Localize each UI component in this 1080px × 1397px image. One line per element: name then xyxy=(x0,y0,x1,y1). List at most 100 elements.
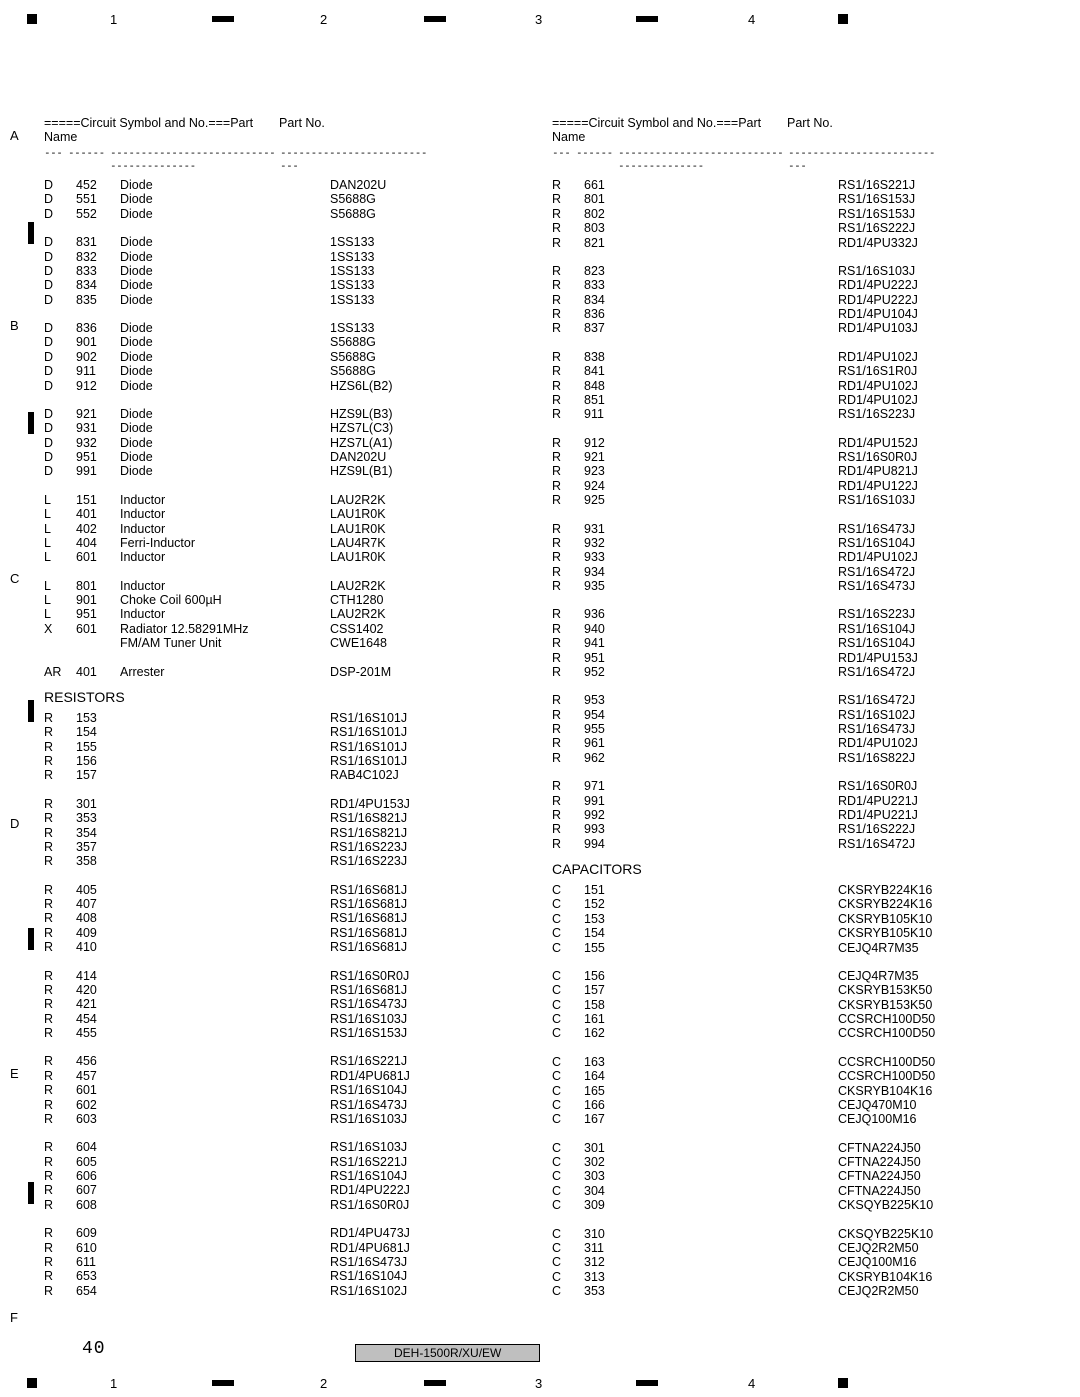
cell-number: 154 xyxy=(76,725,120,739)
cell-partno: CEJQ470M10 xyxy=(838,1098,978,1112)
cell-number: 452 xyxy=(76,178,120,192)
table-row: R603RS1/16S103J xyxy=(44,1112,470,1126)
spacer-row xyxy=(44,869,470,883)
table-row: C303CFTNA224J50 xyxy=(552,1169,978,1183)
cell-symbol: R xyxy=(552,651,584,665)
cell-partno: RS1/16S153J xyxy=(838,207,978,221)
cell-partname: Radiator 12.58291MHz xyxy=(120,622,330,636)
cell-number: 407 xyxy=(76,897,120,911)
cell-symbol: C xyxy=(552,926,584,940)
cell-partname: Inductor xyxy=(120,579,330,593)
table-row: C153CKSRYB105K10 xyxy=(552,912,978,926)
cell-partno: CKSRYB105K10 xyxy=(838,926,978,940)
cell-partname xyxy=(120,754,330,768)
cell-symbol: C xyxy=(552,897,584,911)
cell-symbol: R xyxy=(552,178,584,192)
cell-partname xyxy=(628,1169,838,1183)
cell-partname xyxy=(120,1284,330,1298)
cell-number: 901 xyxy=(76,335,120,349)
cell-symbol: D xyxy=(44,192,76,206)
cell-partno: RS1/16S472J xyxy=(838,837,978,851)
cell-symbol: R xyxy=(44,911,76,925)
cell-symbol: R xyxy=(44,926,76,940)
table-row: C158CKSRYB153K50 xyxy=(552,998,978,1012)
cell-symbol: R xyxy=(44,1098,76,1112)
cell-symbol: R xyxy=(44,897,76,911)
cell-number: 901 xyxy=(76,593,120,607)
cell-number: 401 xyxy=(76,507,120,521)
cell-number: 961 xyxy=(584,736,628,750)
cell-symbol: R xyxy=(552,579,584,593)
cell-number: 994 xyxy=(584,837,628,851)
cell-partno: LAU2R2K xyxy=(330,607,470,621)
row-bar-ef xyxy=(28,1182,34,1204)
table-row: C155CEJQ4R7M35 xyxy=(552,941,978,955)
cell-partname xyxy=(628,1055,838,1069)
cell-number: 154 xyxy=(584,926,628,940)
cell-symbol: C xyxy=(552,969,584,983)
cell-number: 402 xyxy=(76,522,120,536)
cell-number: 836 xyxy=(584,307,628,321)
cell-symbol: C xyxy=(552,1284,584,1298)
cell-partname xyxy=(628,607,838,621)
cell-number: 833 xyxy=(584,278,628,292)
cell-partno: RD1/4PU103J xyxy=(838,321,978,335)
cell-symbol: D xyxy=(44,178,76,192)
cell-partno: RS1/16S102J xyxy=(838,708,978,722)
cell-partno: RS1/16S104J xyxy=(330,1083,470,1097)
table-row: R455RS1/16S153J xyxy=(44,1026,470,1040)
cell-symbol: R xyxy=(552,192,584,206)
cell-partno: RS1/16S1R0J xyxy=(838,364,978,378)
cell-partname: Choke Coil 600µH xyxy=(120,593,330,607)
cell-symbol: R xyxy=(44,1155,76,1169)
cell-partno: RD1/4PU102J xyxy=(838,736,978,750)
table-row: D902DiodeS5688G xyxy=(44,350,470,364)
spacer-row xyxy=(552,593,978,607)
cell-partno: RD1/4PU102J xyxy=(838,379,978,393)
cell-symbol: R xyxy=(44,840,76,854)
table-row: C162CCSRCH100D50 xyxy=(552,1026,978,1040)
table-row: R833RD1/4PU222J xyxy=(552,278,978,292)
cell-number: 354 xyxy=(76,826,120,840)
cell-partname: Diode xyxy=(120,464,330,478)
cell-symbol: R xyxy=(552,479,584,493)
cell-number: 921 xyxy=(584,450,628,464)
cell-number: 834 xyxy=(584,293,628,307)
cell-partno: CKSRYB104K16 xyxy=(838,1084,978,1098)
cell-number: 604 xyxy=(76,1140,120,1154)
cell-symbol: R xyxy=(44,1169,76,1183)
cell-partname xyxy=(120,1155,330,1169)
cell-symbol: R xyxy=(44,1198,76,1212)
table-row: X601Radiator 12.58291MHzCSS1402 xyxy=(44,622,470,636)
cell-number: 303 xyxy=(584,1169,628,1183)
cell-partno: CKSRYB224K16 xyxy=(838,883,978,897)
cell-partno: RS1/16S0R0J xyxy=(838,450,978,464)
cell-number: 835 xyxy=(76,293,120,307)
right-column: =====Circuit Symbol and No.===Part Name … xyxy=(552,116,1042,1298)
cell-number: 954 xyxy=(584,708,628,722)
cell-number xyxy=(76,636,120,650)
cell-symbol: D xyxy=(44,321,76,335)
cell-symbol: R xyxy=(552,493,584,507)
cell-partno: S5688G xyxy=(330,207,470,221)
cell-partname xyxy=(120,897,330,911)
table-row: R940RS1/16S104J xyxy=(552,622,978,636)
cell-number: 611 xyxy=(76,1255,120,1269)
cell-number: 962 xyxy=(584,751,628,765)
cell-partname xyxy=(628,1069,838,1083)
reg-bar-bot-2 xyxy=(424,1380,446,1386)
cell-partno: RS1/16S104J xyxy=(330,1169,470,1183)
cell-partno: RD1/4PU102J xyxy=(838,393,978,407)
row-letter-f: F xyxy=(10,1310,18,1325)
cell-partname: Inductor xyxy=(120,522,330,536)
spacer-row xyxy=(44,955,470,969)
cell-partname xyxy=(628,1098,838,1112)
table-row: L901Choke Coil 600µHCTH1280 xyxy=(44,593,470,607)
cell-number: 601 xyxy=(76,1083,120,1097)
table-row: R353RS1/16S821J xyxy=(44,811,470,825)
spacer-row xyxy=(44,221,470,235)
cell-number: 955 xyxy=(584,722,628,736)
cell-partname xyxy=(628,264,838,278)
table-row: R157RAB4C102J xyxy=(44,768,470,782)
cell-partname xyxy=(120,1140,330,1154)
